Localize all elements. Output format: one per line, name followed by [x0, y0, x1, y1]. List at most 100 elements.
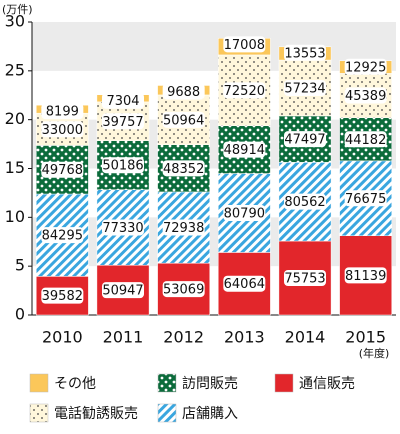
- value-label-box: [162, 281, 205, 298]
- value-label: 50186: [102, 157, 144, 174]
- value-label-box: [223, 36, 266, 53]
- value-label: 81139: [344, 267, 387, 284]
- legend-swatch: [29, 373, 49, 393]
- value-label: 47497: [284, 131, 326, 148]
- value-label-text: 48352: [163, 162, 204, 177]
- value-label-text: 48914: [224, 143, 265, 158]
- value-label-text: 17008: [224, 38, 265, 53]
- value-label: 80790: [223, 204, 266, 221]
- value-label-text: 75753: [284, 272, 325, 287]
- value-label-text: 39757: [102, 115, 143, 130]
- value-label: 39757: [102, 113, 144, 130]
- value-label: 9688: [162, 83, 205, 100]
- value-label-box: [162, 160, 205, 177]
- value-label-box: [344, 131, 387, 148]
- legend-swatch: [29, 403, 49, 423]
- grid-band: [32, 119, 396, 169]
- value-label-text: 81139: [345, 269, 386, 284]
- value-label-text: 50947: [102, 284, 143, 299]
- value-label-text: 7304: [106, 94, 139, 109]
- value-label-text: 76675: [345, 192, 386, 207]
- value-label-box: [102, 113, 144, 130]
- value-label-box: [41, 287, 84, 304]
- value-label-box: [284, 44, 326, 61]
- legend-label: その他: [54, 376, 96, 392]
- value-label: 80562: [284, 193, 326, 210]
- value-label-box: [344, 190, 387, 207]
- legend-label: 訪問販売: [182, 376, 238, 392]
- value-label-box: [223, 82, 266, 99]
- x-tick-label: 2015: [345, 328, 386, 347]
- y-tick-label: 10: [5, 207, 25, 226]
- value-label-text: 45389: [345, 89, 386, 104]
- legend-swatch: [157, 373, 177, 393]
- value-label-text: 84295: [42, 229, 83, 244]
- value-label: 44182: [344, 131, 387, 148]
- legend-label: 通信販売: [299, 376, 355, 392]
- value-label: 72520: [223, 82, 266, 99]
- value-label: 50947: [102, 282, 144, 299]
- value-label-box: [162, 111, 205, 128]
- value-label-box: [284, 193, 326, 210]
- value-label-box: [284, 270, 326, 287]
- value-label: 49768: [41, 161, 84, 178]
- value-label: 17008: [223, 36, 266, 53]
- value-label-text: 49768: [42, 163, 83, 178]
- value-label-text: 72938: [163, 221, 204, 236]
- value-label-box: [344, 87, 387, 104]
- grid-band: [32, 22, 396, 71]
- value-label-text: 12925: [345, 60, 386, 75]
- x-tick-label: 2010: [42, 328, 83, 347]
- grid-band: [32, 217, 396, 267]
- value-label-box: [162, 83, 205, 100]
- value-label-box: [41, 227, 84, 244]
- value-label: 12925: [344, 58, 387, 75]
- x-tick-label: 2011: [103, 328, 144, 347]
- value-label-text: 33000: [42, 123, 83, 138]
- value-label-text: 50186: [102, 159, 143, 174]
- value-label: 57234: [284, 79, 326, 96]
- value-label: 75753: [284, 270, 326, 287]
- value-label: 39582: [41, 287, 84, 304]
- value-label: 72938: [162, 219, 205, 236]
- value-label: 64064: [223, 275, 266, 292]
- value-label-text: 53069: [163, 283, 204, 298]
- value-label-text: 80562: [284, 195, 325, 210]
- value-label-box: [41, 121, 84, 138]
- value-label: 77330: [102, 219, 144, 236]
- value-label-text: 50964: [163, 113, 204, 128]
- value-label-text: 9688: [167, 85, 200, 100]
- value-label-text: 8199: [46, 105, 79, 120]
- x-tick-label: 2014: [285, 328, 326, 347]
- value-label-text: 47497: [284, 133, 325, 148]
- value-label-text: 64064: [224, 277, 265, 292]
- value-label-box: [102, 282, 144, 299]
- value-label-text: 80790: [224, 206, 265, 221]
- value-label: 76675: [344, 190, 387, 207]
- value-label: 7304: [102, 92, 144, 109]
- value-label-text: 44182: [345, 133, 386, 148]
- value-label-box: [223, 204, 266, 221]
- value-label-text: 77330: [102, 221, 143, 236]
- value-label: 53069: [162, 281, 205, 298]
- value-label-box: [102, 92, 144, 109]
- value-label-box: [41, 161, 84, 178]
- value-label: 45389: [344, 87, 387, 104]
- value-label: 13553: [284, 44, 326, 61]
- value-label-box: [41, 103, 84, 120]
- x-tick-label: 2013: [224, 328, 265, 347]
- value-label-box: [344, 267, 387, 284]
- legend-label: 店舗購入: [182, 406, 238, 422]
- unit-label: (万件): [2, 3, 33, 16]
- value-label: 84295: [41, 227, 84, 244]
- legend-swatch: [157, 403, 177, 423]
- value-label-text: 39582: [42, 289, 83, 304]
- value-label: 50964: [162, 111, 205, 128]
- value-label-box: [284, 131, 326, 148]
- y-tick-label: 5: [15, 256, 25, 275]
- value-label-box: [344, 58, 387, 75]
- value-label-text: 72520: [224, 84, 265, 99]
- value-label: 48352: [162, 160, 205, 177]
- legend-swatch: [274, 373, 294, 393]
